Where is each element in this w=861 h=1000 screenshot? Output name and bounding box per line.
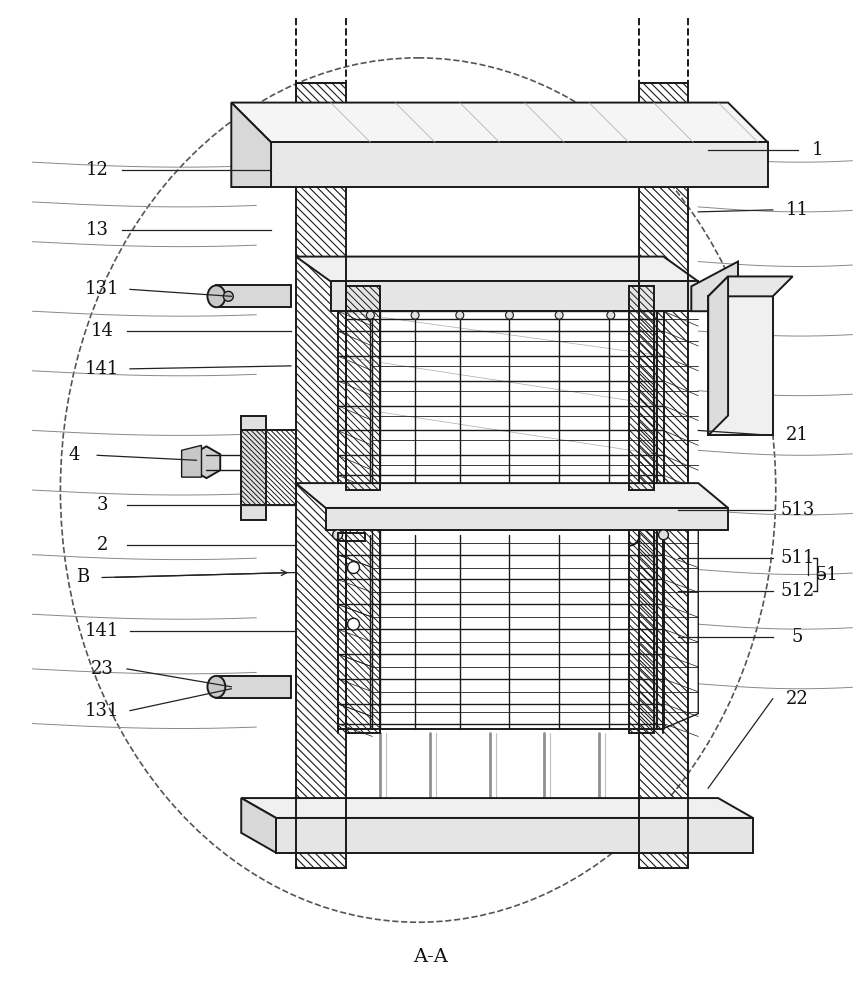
Polygon shape	[708, 276, 792, 296]
Polygon shape	[182, 445, 201, 477]
Text: 21: 21	[785, 426, 808, 444]
Circle shape	[332, 530, 342, 540]
Text: 131: 131	[84, 280, 119, 298]
Polygon shape	[231, 103, 270, 187]
Circle shape	[347, 562, 359, 574]
Text: 141: 141	[85, 622, 119, 640]
Polygon shape	[231, 103, 767, 142]
Text: 51: 51	[815, 566, 838, 584]
Polygon shape	[216, 285, 290, 307]
Text: 512: 512	[779, 582, 814, 600]
Circle shape	[505, 311, 513, 319]
Polygon shape	[691, 262, 737, 311]
Circle shape	[658, 530, 667, 540]
Circle shape	[347, 618, 359, 630]
Polygon shape	[193, 446, 220, 478]
Text: 141: 141	[85, 360, 119, 378]
Polygon shape	[295, 257, 697, 281]
Polygon shape	[216, 676, 290, 698]
Ellipse shape	[208, 676, 225, 698]
Text: 14: 14	[90, 322, 114, 340]
Text: 4: 4	[69, 446, 80, 464]
Text: 511: 511	[779, 549, 814, 567]
Text: 513: 513	[779, 501, 814, 519]
Circle shape	[455, 311, 463, 319]
Circle shape	[606, 311, 614, 319]
Polygon shape	[295, 483, 728, 508]
Text: 5: 5	[791, 628, 802, 646]
Text: 11: 11	[785, 201, 808, 219]
Polygon shape	[276, 818, 752, 853]
Text: A-A: A-A	[413, 948, 448, 966]
Polygon shape	[708, 276, 728, 435]
Text: 131: 131	[84, 702, 119, 720]
Text: 3: 3	[96, 496, 108, 514]
Text: B: B	[76, 568, 89, 586]
Polygon shape	[325, 508, 728, 530]
Polygon shape	[270, 142, 767, 187]
Text: 1: 1	[811, 141, 822, 159]
Polygon shape	[241, 416, 266, 520]
Circle shape	[366, 311, 374, 319]
Text: 23: 23	[90, 660, 114, 678]
Polygon shape	[241, 798, 276, 853]
Circle shape	[223, 291, 233, 301]
Circle shape	[411, 311, 418, 319]
Ellipse shape	[208, 285, 225, 307]
Text: 2: 2	[96, 536, 108, 554]
Polygon shape	[241, 798, 752, 818]
Polygon shape	[708, 296, 771, 435]
Circle shape	[554, 311, 562, 319]
Text: 13: 13	[85, 221, 108, 239]
Text: 12: 12	[85, 161, 108, 179]
Polygon shape	[331, 281, 697, 311]
Text: 22: 22	[785, 690, 808, 708]
